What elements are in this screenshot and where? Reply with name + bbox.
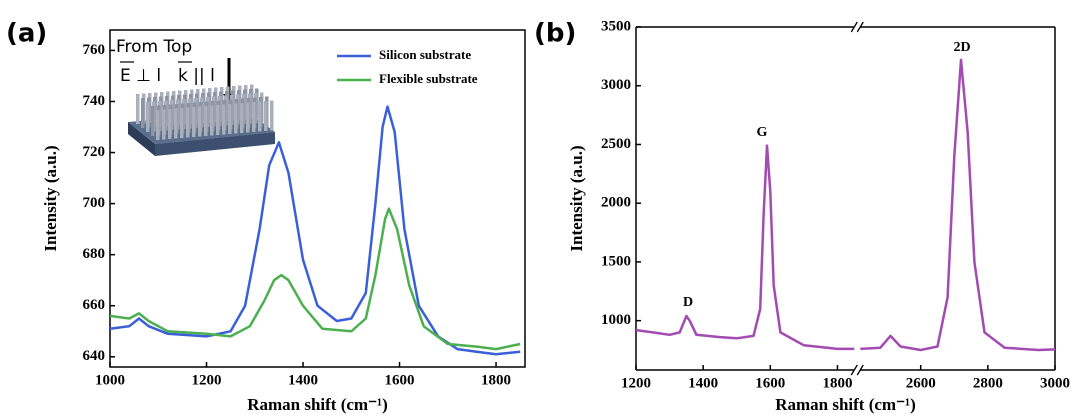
y-tick-label: 1500 [601,253,631,269]
break-mark [850,364,858,376]
x-tick-label: 1600 [385,372,415,388]
pillar [168,109,172,139]
legend-label: Silicon substrate [379,47,471,62]
annotation: G [757,125,768,140]
pillar [192,107,196,137]
x-tick-label: 2600 [906,375,936,391]
x-tick-label: 1000 [95,372,125,388]
y-tick-label: 660 [83,297,106,313]
x-tick-label: 1200 [192,372,222,388]
legend-label: Flexible substrate [379,71,478,86]
inset: From Top E ⊥ l k || l [116,37,275,156]
x-axis-label: Raman shift (cm⁻¹) [247,395,388,414]
y-tick-label: 640 [83,348,106,364]
pillar [198,106,202,137]
pillar [204,106,208,136]
y-tick-label: 740 [83,93,106,109]
y-tick-label: 3500 [601,18,631,34]
y-tick-label: 680 [83,246,106,262]
pillar [246,102,250,133]
pillar [141,98,145,128]
pillar [234,103,238,134]
y-tick-label: 2000 [601,195,631,211]
pillar [156,110,160,140]
annotation: 2D [953,40,970,55]
x-tick-label: 1400 [688,375,718,391]
pillar [252,102,256,132]
pillar [174,108,178,139]
pillar [264,101,268,131]
line-series [635,58,1056,352]
x-tick-label: 1800 [822,375,852,391]
pillar [210,105,214,136]
pillar [136,94,140,124]
y-tick-label: 1000 [601,312,631,328]
break-mark [856,21,864,33]
line-series [109,105,521,356]
y-tick-label: 720 [83,144,106,160]
pillar [228,104,232,134]
pillar [270,100,274,131]
y-tick-label: 700 [83,195,106,211]
break-mark [856,364,864,376]
pillar [222,104,226,135]
x-tick-label: 1400 [288,372,318,388]
pillar [180,108,184,138]
pillar [146,102,150,132]
x-axis-label: Raman shift (cm⁻¹) [775,395,916,414]
annotation: D [683,295,693,310]
x-tick-label: 1600 [755,375,785,391]
inset-text: k || l [178,66,215,86]
pillar [151,106,155,136]
y-tick-label: 760 [83,42,106,58]
slab-front [155,132,275,156]
break-mark [850,21,858,33]
y-axis-label: Intensity (a.u.) [41,145,60,251]
x-tick-label: 1800 [481,372,511,388]
pillar [258,101,262,132]
x-tick-label: 3000 [1040,375,1070,391]
line-series [109,207,521,351]
panel-label: (a) [6,19,47,49]
pillar [162,109,166,140]
pillar [186,107,190,138]
inset-text: E ⊥ l [120,66,161,86]
x-tick-label: 1200 [621,375,651,391]
axes-frame [109,29,526,368]
y-tick-label: 2500 [601,136,631,152]
inset-text: From Top [116,37,192,57]
panel-label: (b) [534,19,576,49]
pillar [216,105,220,135]
y-tick-label: 3000 [601,77,631,93]
y-axis-label: Intensity (a.u.) [567,145,586,251]
slab-side [128,122,155,156]
x-tick-label: 2800 [973,375,1003,391]
pillar [240,103,244,133]
